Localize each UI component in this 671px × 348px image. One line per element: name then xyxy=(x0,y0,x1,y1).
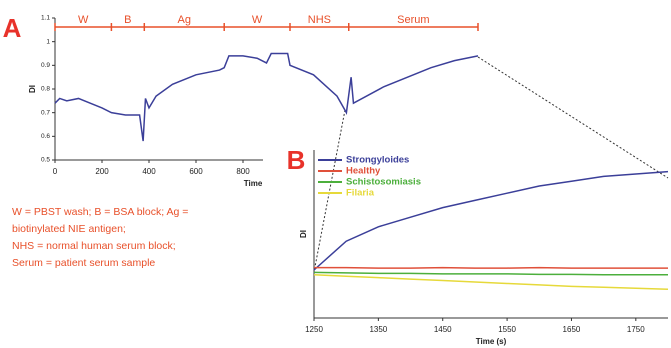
y-tick-label: 0.8 xyxy=(41,86,50,93)
phase-label: NHS xyxy=(308,14,331,26)
phase-label: B xyxy=(124,14,131,26)
phase-label: Ag xyxy=(178,14,191,26)
x-tick-label: 1450 xyxy=(434,325,452,334)
x-tick-label: 0 xyxy=(53,167,58,176)
legend-label: Schistosomiasis xyxy=(346,177,421,188)
phase-label: W xyxy=(252,14,263,26)
y-tick-label: 0.6 xyxy=(41,133,50,140)
x-tick-label: 200 xyxy=(95,167,109,176)
note-line: Serum = patient serum sample xyxy=(12,257,155,269)
data-line xyxy=(313,274,669,290)
x-tick-label: 1650 xyxy=(563,325,581,334)
y-tick-label: 1.1 xyxy=(41,15,50,22)
x-tick-label: 1750 xyxy=(627,325,645,334)
x-tick-label: 600 xyxy=(189,167,203,176)
y-axis-label: DI xyxy=(28,85,37,93)
x-axis-label: Time xyxy=(244,179,263,188)
phase-label: Serum xyxy=(397,14,429,26)
x-tick-label: 1550 xyxy=(498,325,516,334)
connector xyxy=(477,56,669,179)
note-line: NHS = normal human serum block; xyxy=(12,240,176,252)
y-tick-label: 0.9 xyxy=(41,62,50,69)
x-tick-label: 1350 xyxy=(369,325,387,334)
legend-label: Healthy xyxy=(346,166,381,177)
x-tick-label: 1250 xyxy=(305,325,323,334)
y-axis-label: DI xyxy=(299,230,308,238)
data-line xyxy=(313,271,668,276)
y-tick-label: 0.5 xyxy=(41,157,50,164)
data-line xyxy=(313,170,669,271)
legend-label: Strongyloides xyxy=(346,155,409,166)
y-tick-label: 0.7 xyxy=(41,109,50,116)
panel-label: A xyxy=(3,13,22,43)
x-axis-label: Time (s) xyxy=(476,337,507,346)
panel-label: B xyxy=(287,145,306,175)
note-line: W = PBST wash; B = BSA block; Ag = xyxy=(12,206,188,218)
data-line xyxy=(54,52,479,142)
note-line: biotinylated NIE antigen; xyxy=(12,223,126,235)
x-tick-label: 800 xyxy=(236,167,250,176)
connector xyxy=(313,109,346,273)
phase-label: W xyxy=(78,14,89,26)
x-tick-label: 400 xyxy=(142,167,156,176)
y-tick-label: 1 xyxy=(46,38,50,45)
legend-label: Filaria xyxy=(346,188,375,199)
